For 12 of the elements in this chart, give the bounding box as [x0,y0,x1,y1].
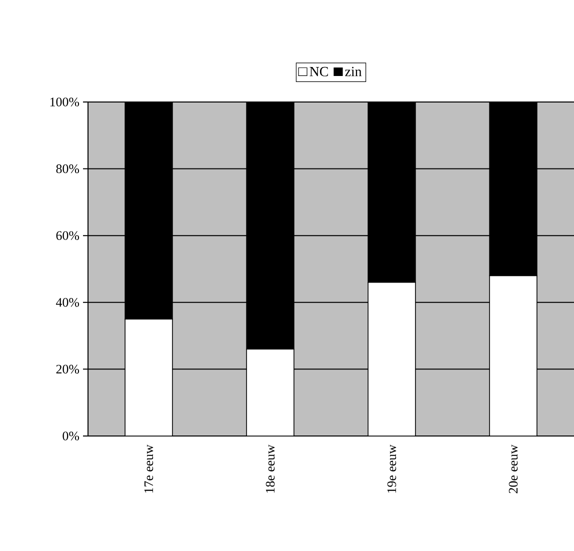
y-tick-label: 20% [56,364,80,374]
x-tick-label: 19e eeuw [387,444,396,493]
y-tick-label: 80% [56,164,80,174]
x-tick-label: 17e eeuw [144,444,154,493]
y-tick-label: 60% [56,231,80,240]
legend-label: NC [310,66,328,76]
x-tick-label: 18e eeuw [266,444,275,493]
y-tick-label: 0% [62,432,80,440]
y-tick-label: 100% [50,98,80,106]
x-tick-label: 20e eeuw [508,444,518,494]
y-tick-label: 40% [56,298,80,307]
legend-label: zin [345,66,362,76]
